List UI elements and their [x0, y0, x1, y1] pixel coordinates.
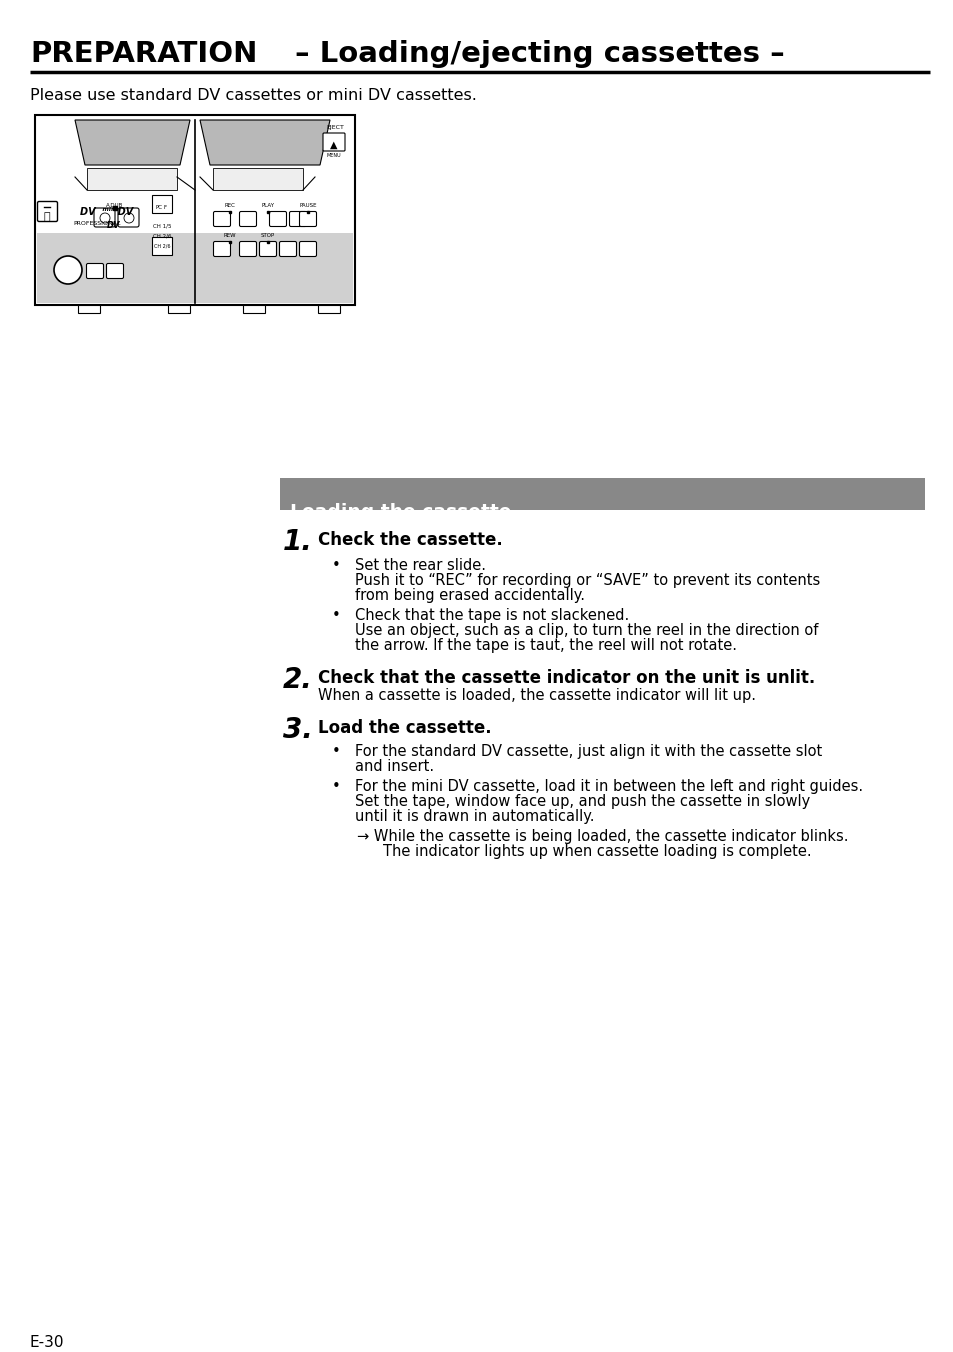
Text: Check the cassette.: Check the cassette. [317, 531, 502, 549]
Text: CH 2/6: CH 2/6 [152, 233, 172, 238]
Bar [213, 168, 303, 191]
Text: Check that the cassette indicator on the unit is unlit.: Check that the cassette indicator on the… [317, 669, 815, 687]
FancyBboxPatch shape [299, 211, 316, 227]
Text: → While the cassette is being loaded, the cassette indicator blinks.: → While the cassette is being loaded, th… [356, 829, 847, 844]
Text: F: F [164, 206, 167, 210]
Text: ▲: ▲ [330, 141, 337, 150]
Text: E-30: E-30 [30, 1334, 65, 1351]
FancyBboxPatch shape [118, 208, 139, 227]
Bar [78, 306, 100, 314]
Text: Push it to “REC” for recording or “SAVE” to prevent its contents: Push it to “REC” for recording or “SAVE”… [355, 573, 820, 588]
Text: A.DUB: A.DUB [107, 203, 124, 208]
Text: When a cassette is loaded, the cassette indicator will lit up.: When a cassette is loaded, the cassette … [317, 688, 755, 703]
Bar [168, 306, 190, 314]
Text: until it is drawn in automatically.: until it is drawn in automatically. [355, 808, 594, 823]
Text: CH 2/6: CH 2/6 [153, 243, 170, 249]
Text: Loading the cassette: Loading the cassette [290, 503, 511, 522]
Text: PAUSE: PAUSE [299, 203, 316, 208]
FancyBboxPatch shape [213, 211, 231, 227]
Bar [87, 168, 177, 191]
FancyBboxPatch shape [323, 132, 345, 151]
Text: For the standard DV cassette, just align it with the cassette slot: For the standard DV cassette, just align… [355, 744, 821, 758]
Text: 2.: 2. [283, 667, 313, 694]
Text: •: • [332, 744, 340, 758]
Text: and insert.: and insert. [355, 758, 434, 773]
Text: from being erased accidentally.: from being erased accidentally. [355, 588, 584, 603]
Text: Please use standard DV cassettes or mini DV cassettes.: Please use standard DV cassettes or mini… [30, 88, 476, 103]
Text: REC: REC [224, 203, 235, 208]
Text: the arrow. If the tape is taut, the reel will not rotate.: the arrow. If the tape is taut, the reel… [355, 638, 737, 653]
Bar [317, 306, 339, 314]
Text: MENU: MENU [326, 153, 341, 158]
Text: Set the tape, window face up, and push the cassette in slowly: Set the tape, window face up, and push t… [355, 794, 809, 808]
FancyBboxPatch shape [87, 264, 103, 279]
FancyBboxPatch shape [259, 242, 276, 257]
FancyBboxPatch shape [239, 242, 256, 257]
FancyBboxPatch shape [152, 195, 172, 214]
Polygon shape [75, 120, 190, 165]
Polygon shape [200, 120, 330, 165]
Text: Load the cassette.: Load the cassette. [317, 719, 491, 737]
FancyBboxPatch shape [213, 242, 231, 257]
Text: •: • [332, 608, 340, 623]
Text: EJECT: EJECT [326, 124, 344, 130]
Text: ⏻: ⏻ [44, 212, 51, 222]
Text: STOP: STOP [260, 233, 274, 238]
FancyBboxPatch shape [107, 264, 123, 279]
Text: The indicator lights up when cassette loading is complete.: The indicator lights up when cassette lo… [382, 844, 811, 859]
FancyBboxPatch shape [94, 208, 115, 227]
Text: CH 1/5: CH 1/5 [152, 223, 172, 228]
Text: 3.: 3. [283, 717, 313, 744]
Text: Check that the tape is not slackened.: Check that the tape is not slackened. [355, 608, 629, 623]
Text: For the mini DV cassette, load it in between the left and right guides.: For the mini DV cassette, load it in bet… [355, 779, 862, 794]
Circle shape [54, 256, 82, 284]
Text: DV  ᵐⁱⁿⁱDV: DV ᵐⁱⁿⁱDV [80, 207, 133, 218]
Text: 1.: 1. [283, 529, 313, 556]
Text: PROFESSIONAL: PROFESSIONAL [73, 220, 120, 226]
Bar [35, 115, 355, 306]
Text: REW: REW [223, 233, 236, 238]
Bar [243, 306, 265, 314]
Bar [280, 479, 924, 510]
FancyBboxPatch shape [152, 237, 172, 256]
Circle shape [100, 214, 110, 223]
Text: PLAY: PLAY [261, 203, 274, 208]
Bar [37, 233, 353, 303]
FancyBboxPatch shape [279, 242, 296, 257]
Text: PREPARATION: PREPARATION [30, 41, 257, 68]
Circle shape [124, 214, 133, 223]
Text: PC: PC [156, 206, 163, 210]
FancyBboxPatch shape [269, 211, 286, 227]
FancyBboxPatch shape [289, 211, 306, 227]
Text: •: • [332, 779, 340, 794]
Text: Set the rear slide.: Set the rear slide. [355, 558, 485, 573]
FancyBboxPatch shape [37, 201, 57, 222]
Text: •: • [332, 558, 340, 573]
Text: – Loading/ejecting cassettes –: – Loading/ejecting cassettes – [294, 41, 784, 68]
Text: Use an object, such as a clip, to turn the reel in the direction of: Use an object, such as a clip, to turn t… [355, 623, 818, 638]
FancyBboxPatch shape [239, 211, 256, 227]
FancyBboxPatch shape [299, 242, 316, 257]
Text: DV: DV [107, 220, 120, 230]
